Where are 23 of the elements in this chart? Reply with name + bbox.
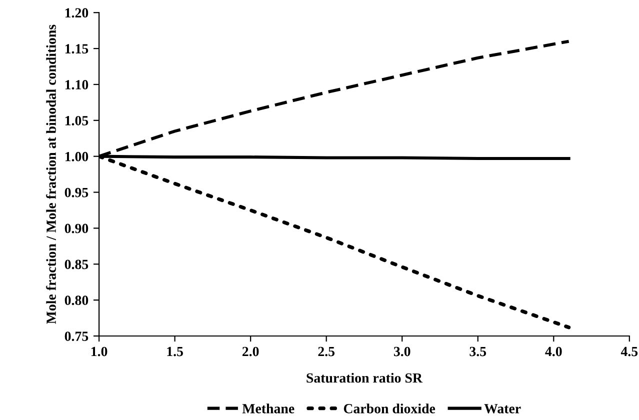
- y-tick-label: 0.85: [64, 260, 88, 270]
- y-tick-label: 0.95: [64, 188, 88, 198]
- legend-label: Water: [484, 404, 521, 414]
- x-tick-label: 3.0: [394, 346, 410, 356]
- y-tick-label: 1.15: [65, 44, 88, 54]
- x-axis-title: Saturation ratio SR: [306, 372, 423, 383]
- x-tick-label: 1.0: [91, 346, 108, 356]
- y-tick-label: 1.20: [65, 8, 88, 18]
- x-tick-label: 4.0: [545, 346, 562, 356]
- x-tick-label: 2.0: [242, 346, 259, 356]
- x-tick-label: 1.5: [167, 346, 183, 356]
- x-tick-label: 4.5: [620, 346, 638, 356]
- y-tick-label: 1.10: [65, 80, 88, 90]
- y-tick-label: 0.75: [64, 332, 88, 342]
- y-tick-label: 1.00: [65, 152, 88, 162]
- x-tick-label: 2.5: [318, 346, 335, 356]
- y-tick-label: 0.80: [64, 296, 88, 306]
- y-tick-label: 0.90: [64, 224, 88, 234]
- y-tick-label: 1.05: [65, 116, 88, 126]
- x-tick-label: 3.5: [470, 346, 486, 356]
- legend-label: Methane: [242, 404, 294, 414]
- legend-label: Carbon dioxide: [344, 404, 436, 414]
- y-axis-title: Mole fraction / Mole fraction at binodal conditions: [46, 24, 56, 324]
